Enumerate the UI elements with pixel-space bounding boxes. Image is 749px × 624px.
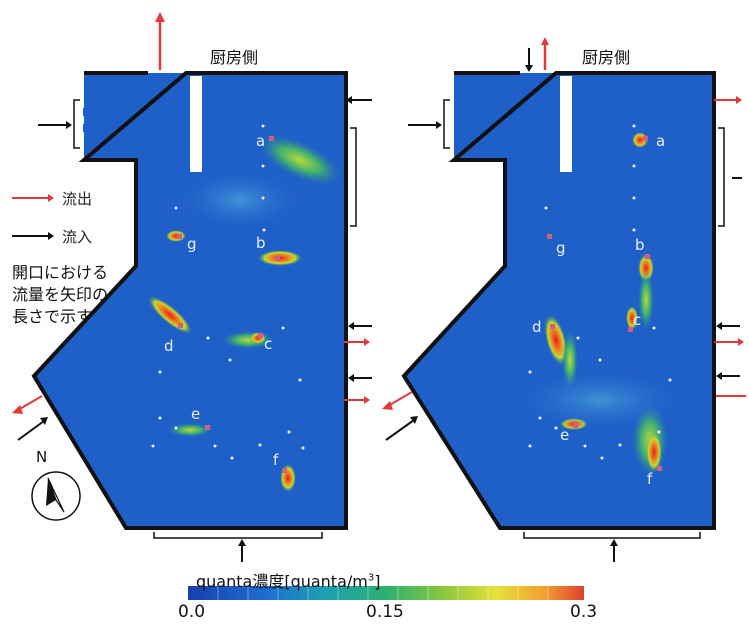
left-point-g: g (187, 235, 197, 253)
colorbar (188, 586, 584, 600)
right-point-f: f (647, 470, 653, 488)
left-walls (31, 71, 348, 530)
left-point-d: d (164, 337, 174, 355)
colorbar-tick-mid: 0.15 (366, 602, 404, 622)
left-point-c: c (264, 335, 272, 353)
colorbar-tick-min: 0.0 (178, 602, 206, 622)
left-room-panel: a b c d e f g (12, 12, 372, 562)
left-point-b: b (256, 234, 266, 252)
right-point-g: g (556, 239, 566, 257)
right-point-c: c (633, 311, 641, 329)
right-point-d: d (532, 318, 542, 336)
colorbar-title: quanta濃度[quanta/m3] (196, 568, 381, 592)
outflow-legend-label: 流出 (62, 190, 93, 208)
inflow-legend-label: 流入 (62, 228, 93, 246)
left-point-f: f (273, 451, 279, 469)
left-partition (190, 76, 202, 172)
right-point-e: e (560, 426, 569, 444)
colorbar-tick-max: 0.3 (570, 602, 598, 622)
north-label: N (36, 448, 48, 466)
compass-icon (31, 471, 81, 521)
right-partition (560, 76, 572, 172)
left-point-a: a (256, 132, 265, 150)
colorbar-title-end: ] (374, 572, 381, 591)
right-point-a: a (656, 132, 665, 150)
right-room-panel: a b c d e f g (382, 37, 746, 562)
left-point-e: e (191, 405, 200, 423)
colorbar-title-sup: 3 (367, 572, 375, 584)
right-walls (401, 71, 716, 530)
right-room-floor (404, 73, 714, 528)
right-kitchen-heading: 厨房側 (582, 48, 631, 67)
left-kitchen-heading: 厨房側 (210, 48, 259, 67)
colorbar-title-main: quanta濃度[quanta/m (196, 572, 368, 591)
flow-note: 開口における 流量を矢印の 長さで示す (12, 263, 109, 326)
right-point-b: b (635, 236, 645, 254)
